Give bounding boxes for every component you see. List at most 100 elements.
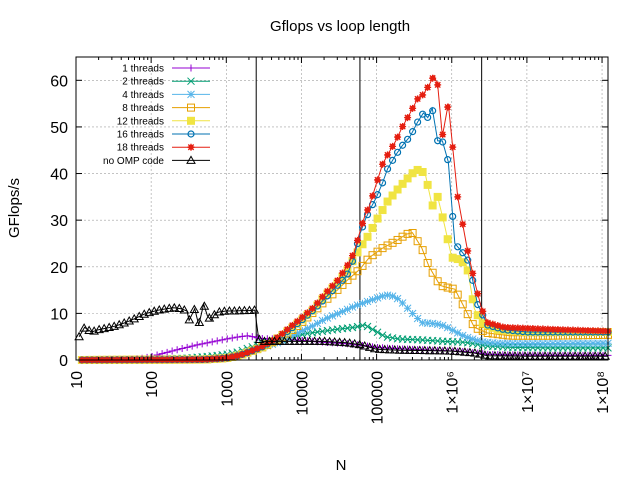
- y-tick-label: 50: [50, 120, 68, 137]
- data-point: [449, 212, 457, 221]
- legend-label: 12 threads: [117, 116, 164, 127]
- data-point: [599, 339, 607, 348]
- data-point: [490, 350, 500, 360]
- data-point: [363, 297, 372, 306]
- legend-marker: [187, 64, 195, 72]
- legend-label: 2 threads: [122, 77, 164, 88]
- data-point: [308, 322, 317, 330]
- data-point: [243, 332, 251, 340]
- data-point: [304, 336, 315, 345]
- data-point: [219, 306, 230, 315]
- data-point: [183, 343, 191, 351]
- data-point: [168, 347, 176, 355]
- data-point-spokes: [243, 349, 251, 357]
- data-point: [223, 335, 231, 343]
- data-point: [478, 326, 487, 335]
- data-point-spokes: [414, 95, 422, 103]
- data-point: [333, 309, 342, 318]
- data-point-spokes: [484, 319, 492, 327]
- data-point: [549, 339, 557, 348]
- legend-marker: [186, 155, 196, 164]
- data-point: [439, 345, 450, 355]
- data-point: [570, 351, 580, 360]
- data-point: [389, 345, 400, 354]
- legend-label: 1 threads: [122, 64, 164, 75]
- data-point: [353, 267, 362, 276]
- data-point: [319, 336, 330, 345]
- x-tick-label: 1×10⁶: [445, 371, 462, 414]
- data-point: [194, 317, 205, 327]
- data-point: [284, 336, 295, 345]
- data-point-spokes: [504, 324, 512, 332]
- data-point: [338, 307, 347, 316]
- data-point: [228, 334, 236, 342]
- data-point-spokes: [399, 122, 407, 130]
- data-point: [485, 350, 495, 360]
- data-point: [503, 339, 512, 348]
- data-point: [323, 314, 332, 322]
- data-point: [600, 351, 611, 360]
- data-point-spokes: [359, 219, 367, 227]
- data-point: [423, 319, 432, 327]
- data-point: [404, 135, 412, 143]
- legend-label: 4 threads: [122, 90, 164, 101]
- data-point: [460, 347, 470, 356]
- data-point: [328, 312, 337, 320]
- data-point: [383, 197, 392, 206]
- data-point: [560, 351, 570, 360]
- x-tick-label: 10: [69, 371, 86, 389]
- data-point-spokes: [514, 324, 522, 332]
- data-point: [468, 335, 477, 343]
- data-point: [344, 338, 355, 347]
- data-point: [528, 339, 537, 348]
- data-point: [550, 351, 560, 360]
- data-point: [480, 350, 490, 359]
- data-point-spokes: [549, 325, 557, 333]
- chart-title: Gflops vs loop length: [270, 18, 410, 35]
- data-point: [84, 325, 94, 335]
- data-point: [324, 336, 335, 346]
- data-point: [348, 303, 357, 311]
- data-point: [409, 345, 420, 354]
- data-point: [353, 301, 362, 309]
- x-tick-label: 100000: [370, 371, 387, 424]
- data-point: [379, 344, 390, 354]
- data-point: [398, 179, 407, 188]
- data-point-spokes: [374, 176, 382, 184]
- legend-marker: [187, 90, 195, 99]
- data-point: [363, 322, 372, 331]
- data-point: [79, 323, 89, 332]
- data-point: [444, 346, 455, 355]
- data-point: [584, 339, 592, 348]
- data-point-spokes: [228, 353, 236, 361]
- data-point-spokes: [293, 317, 301, 325]
- data-point-spokes: [288, 321, 296, 329]
- data-point: [254, 334, 265, 344]
- data-point: [164, 303, 175, 312]
- data-point: [438, 282, 447, 291]
- data-point: [299, 336, 310, 345]
- data-point: [213, 337, 221, 345]
- data-point: [530, 351, 540, 360]
- x-tick-label: 1×10⁷: [520, 371, 537, 413]
- data-point: [493, 339, 502, 348]
- data-point: [540, 351, 550, 360]
- data-point: [473, 336, 482, 345]
- data-point: [433, 320, 442, 329]
- data-point: [364, 342, 375, 351]
- data-point: [368, 325, 377, 334]
- data-point-spokes: [439, 131, 447, 139]
- data-point: [438, 321, 447, 330]
- data-point: [173, 346, 181, 354]
- data-point: [393, 148, 402, 156]
- data-point: [564, 339, 572, 348]
- data-point: [409, 128, 417, 136]
- data-point: [463, 310, 472, 319]
- y-tick-label: 10: [50, 306, 68, 323]
- data-point: [455, 346, 465, 356]
- data-point: [478, 338, 487, 346]
- data-point-spokes: [263, 339, 271, 347]
